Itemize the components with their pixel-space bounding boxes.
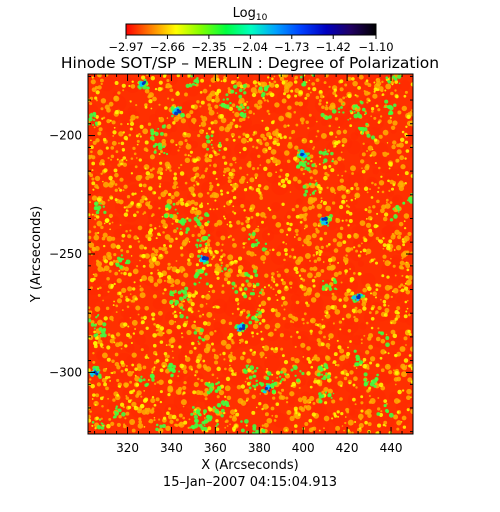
colorbar-tick-label: −1.10: [358, 40, 393, 54]
x-tick-label: 440: [380, 441, 403, 455]
x-axis: 320 340 360 380 400 420 440: [94, 74, 403, 455]
x-axis-label: X (Arcseconds): [201, 458, 298, 473]
colorbar: Log10 −2.97 −2.66 −2.35 −2.04 −1.73 −1.42 −1.1…: [108, 6, 393, 54]
colorbar-label-base: Log: [233, 6, 256, 21]
colorbar-ticks: −2.97 −2.66 −2.35 −2.04 −1.73 −1.42 −1.10: [108, 35, 394, 54]
colorbar-tick-label: −2.04: [233, 40, 268, 54]
colorbar-tick-label: −2.35: [191, 40, 226, 54]
x-tick-label: 400: [292, 441, 315, 455]
colorbar-tick-label: −1.73: [274, 40, 309, 54]
colorbar-label-sub: 10: [256, 13, 268, 23]
y-tick-label: −200: [49, 129, 82, 143]
colorbar-label: Log10: [233, 6, 268, 23]
colorbar-tick-label: −2.97: [108, 40, 143, 54]
chart-title: Hinode SOT/SP – MERLIN : Degree of Polar…: [61, 54, 439, 72]
colorbar-tick-label: −2.66: [150, 40, 185, 54]
x-tick-label: 420: [336, 441, 359, 455]
y-axis: −300 −250 −200: [49, 75, 413, 433]
x-tick-label: 320: [116, 441, 139, 455]
y-axis-label: Y (Arcseconds): [29, 206, 44, 303]
x-tick-label: 360: [204, 441, 227, 455]
x-tick-label: 340: [160, 441, 183, 455]
colorbar-tick-label: −1.42: [316, 40, 351, 54]
x-tick-label: 380: [248, 441, 271, 455]
heatmap-field: [88, 74, 413, 434]
y-tick-label: −300: [49, 365, 82, 379]
colorbar-gradient: [125, 23, 377, 36]
timestamp: 15–Jan–2007 04:15:04.913: [163, 475, 337, 490]
y-tick-label: −250: [49, 247, 82, 261]
